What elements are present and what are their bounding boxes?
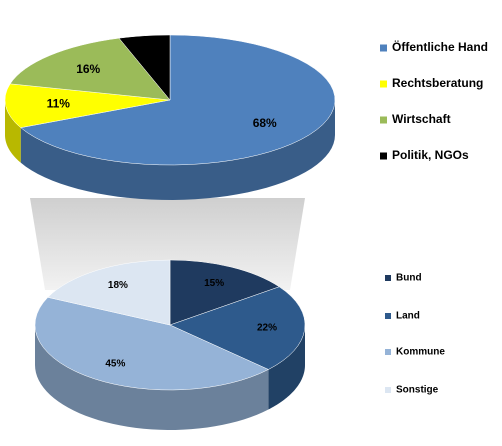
pie-slice — [4, 83, 171, 128]
data-label: 11% — [47, 96, 71, 110]
pie-slice — [34, 297, 269, 391]
legend-swatch — [385, 349, 391, 355]
pie-slice — [9, 37, 171, 101]
legend-label: Wirtschaft — [392, 112, 451, 126]
legend-swatch — [380, 44, 387, 52]
legend-label: Rechtsberatung — [392, 76, 483, 90]
data-label: 5% — [144, 49, 162, 63]
pie-slice — [169, 259, 280, 326]
legend-label: Kommune — [396, 347, 445, 358]
legend-swatch — [380, 116, 387, 124]
pie-slice — [20, 34, 336, 166]
legend-swatch — [385, 387, 391, 393]
legend-swatch — [385, 275, 391, 281]
legend-swatch — [380, 152, 387, 160]
pie-slice — [169, 286, 306, 370]
legend-label: Öffentliche Hand — [392, 39, 488, 54]
data-label: 68% — [253, 116, 277, 130]
pie-slice — [118, 34, 171, 101]
data-label: 16% — [76, 62, 100, 76]
pie-side — [20, 100, 335, 200]
legend-label: Sonstige — [396, 385, 439, 396]
legend-label: Politik, NGOs — [392, 148, 469, 162]
data-label: 18% — [108, 280, 128, 291]
legend-swatch — [385, 313, 391, 319]
data-label: 15% — [204, 278, 224, 289]
pie-slice — [47, 259, 171, 326]
connector — [30, 198, 305, 290]
legend-swatch — [380, 80, 387, 88]
legend-label: Land — [396, 311, 420, 322]
data-label: 22% — [257, 323, 277, 334]
pie-side — [5, 100, 21, 163]
pie-side — [268, 325, 305, 410]
legend-label: Bund — [396, 273, 422, 284]
pie-side — [35, 325, 269, 430]
data-label: 45% — [105, 358, 125, 369]
